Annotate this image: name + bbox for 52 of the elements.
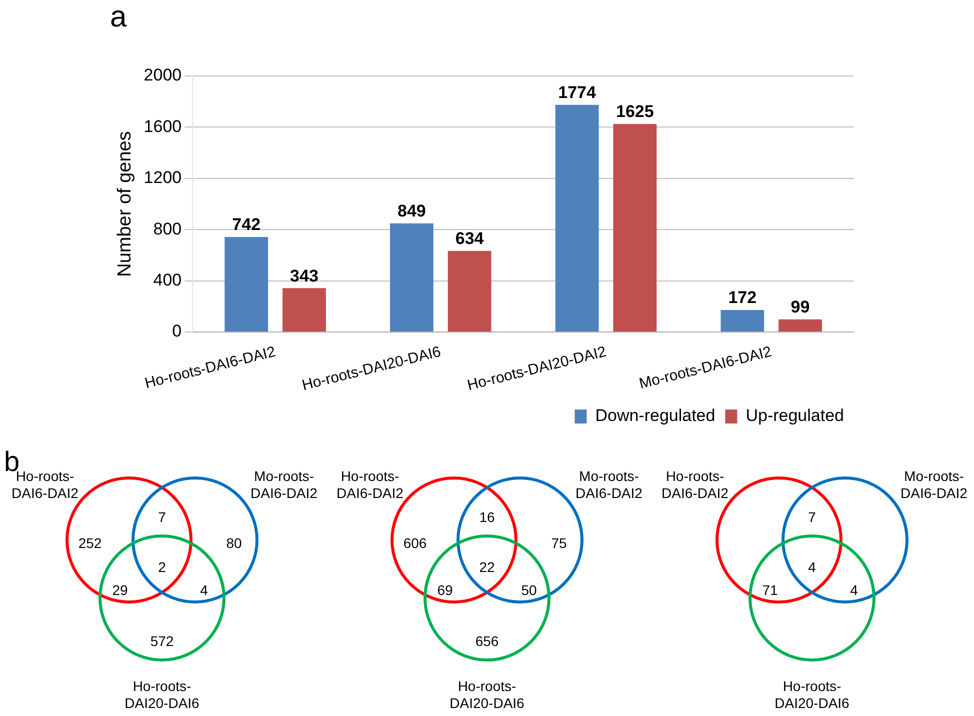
data-label: 634 bbox=[455, 229, 484, 248]
bar bbox=[282, 288, 326, 332]
text: 75 bbox=[551, 535, 567, 551]
bar bbox=[390, 223, 434, 332]
text: 69 bbox=[437, 582, 453, 598]
bar bbox=[613, 124, 657, 332]
y-tick-label: 800 bbox=[153, 219, 182, 238]
legend-label: Up-regulated bbox=[746, 406, 844, 426]
y-tick-label: 0 bbox=[172, 322, 182, 341]
data-label: 1625 bbox=[616, 102, 654, 122]
legend-label: Down-regulated bbox=[595, 406, 716, 426]
y-tick-label: 1200 bbox=[144, 168, 182, 188]
text: 50 bbox=[521, 582, 537, 598]
text: 29 bbox=[112, 582, 128, 598]
text: Ho-roots-DAI6-DAI2 bbox=[336, 468, 404, 501]
text: 4 bbox=[808, 559, 816, 575]
text: 656 bbox=[475, 633, 499, 649]
y-tick-label: 1600 bbox=[144, 116, 182, 136]
text: Mo-roots-DAI6-DAI2 bbox=[900, 468, 968, 501]
text: 2 bbox=[158, 559, 166, 575]
chart-title: a bbox=[110, 0, 127, 34]
text: 572 bbox=[150, 633, 174, 649]
data-label: 172 bbox=[728, 288, 757, 308]
text: Mo-roots-DAI6-DAI2 bbox=[250, 468, 318, 501]
text: 71 bbox=[762, 582, 778, 598]
data-label: 742 bbox=[232, 215, 261, 234]
text: 16 bbox=[479, 509, 495, 525]
text: 252 bbox=[78, 535, 102, 551]
text: 4 bbox=[850, 582, 858, 598]
text: 7 bbox=[158, 509, 166, 525]
data-label: 343 bbox=[290, 266, 318, 286]
y-tick-label: 2000 bbox=[144, 66, 182, 85]
y-axis-title: Number of genes bbox=[114, 131, 136, 277]
bar bbox=[555, 104, 599, 332]
y-tick-label: 400 bbox=[153, 270, 182, 290]
bar bbox=[720, 310, 764, 332]
bar bbox=[448, 250, 492, 332]
data-label: 849 bbox=[398, 202, 426, 221]
text: 4 bbox=[200, 582, 208, 598]
text: Ho-roots-DAI20-DAI6 bbox=[450, 678, 525, 711]
text: Ho-roots-DAI20-DAI6 bbox=[774, 678, 850, 711]
bar bbox=[224, 237, 268, 332]
text: 7 bbox=[808, 509, 816, 525]
bar bbox=[778, 319, 822, 332]
data-label: 1774 bbox=[558, 83, 596, 102]
data-label: 99 bbox=[790, 298, 810, 317]
text: 80 bbox=[226, 535, 242, 551]
text: Mo-roots-DAI6-DAI2 bbox=[576, 468, 643, 501]
text: 22 bbox=[479, 559, 495, 575]
text: Ho-roots-DAI20-DAI6 bbox=[124, 678, 200, 711]
text: Ho-roots-DAI6-DAI2 bbox=[662, 468, 729, 501]
text: 606 bbox=[403, 535, 427, 551]
